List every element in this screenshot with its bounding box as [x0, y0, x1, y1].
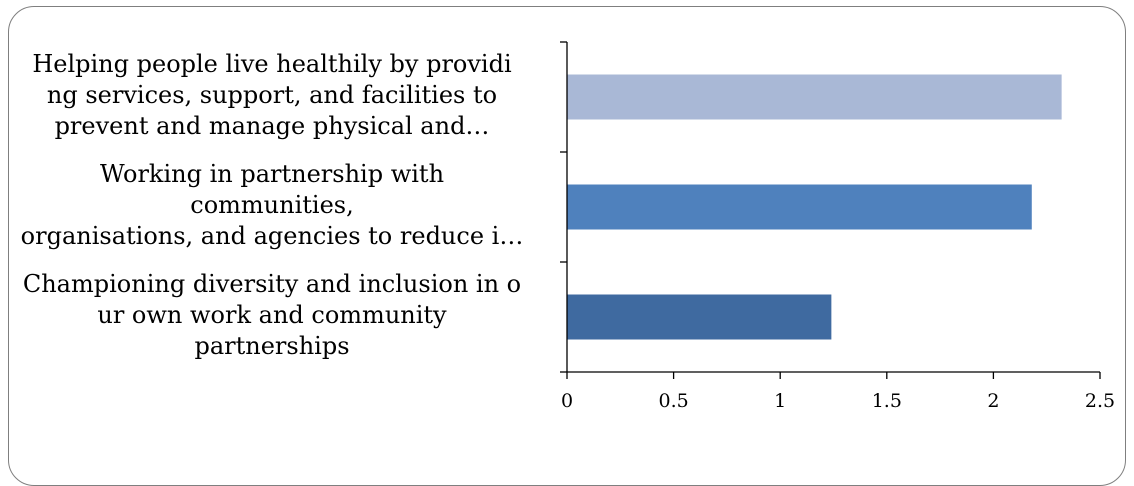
x-tick-label: 1	[774, 390, 786, 412]
category-label: Helping people live healthily by providi…	[2, 49, 542, 142]
x-tick-label: 2.5	[1085, 390, 1115, 412]
bar-3	[567, 294, 832, 340]
category-label-line: ur own work and community	[97, 300, 447, 329]
category-label-line: Helping people live healthily by providi	[32, 49, 512, 78]
category-label-line: ng services, support, and facilities to	[46, 80, 498, 109]
bar-chart: 0 0.5 1 1.5 2 2.5	[560, 41, 1115, 412]
bar-2	[567, 184, 1032, 230]
bar-1	[567, 74, 1062, 120]
category-label-line: partnerships	[194, 331, 350, 360]
category-label: Championing diversity and inclusion in o…	[2, 269, 542, 362]
x-tick-label: 0	[561, 390, 573, 412]
category-label-line: Championing diversity and inclusion in o	[22, 269, 522, 298]
category-label: Working in partnership with communities, o…	[2, 159, 542, 252]
x-tick-label: 0.5	[658, 390, 688, 412]
x-tick-label: 1.5	[872, 390, 902, 412]
category-label-line: prevent and manage physical and…	[54, 111, 490, 140]
category-label-line: Working in partnership with	[99, 159, 445, 188]
category-label-line: communities,	[190, 190, 354, 219]
x-tick-label: 2	[987, 390, 999, 412]
category-label-line: organisations, and agencies to reduce i…	[20, 221, 524, 250]
